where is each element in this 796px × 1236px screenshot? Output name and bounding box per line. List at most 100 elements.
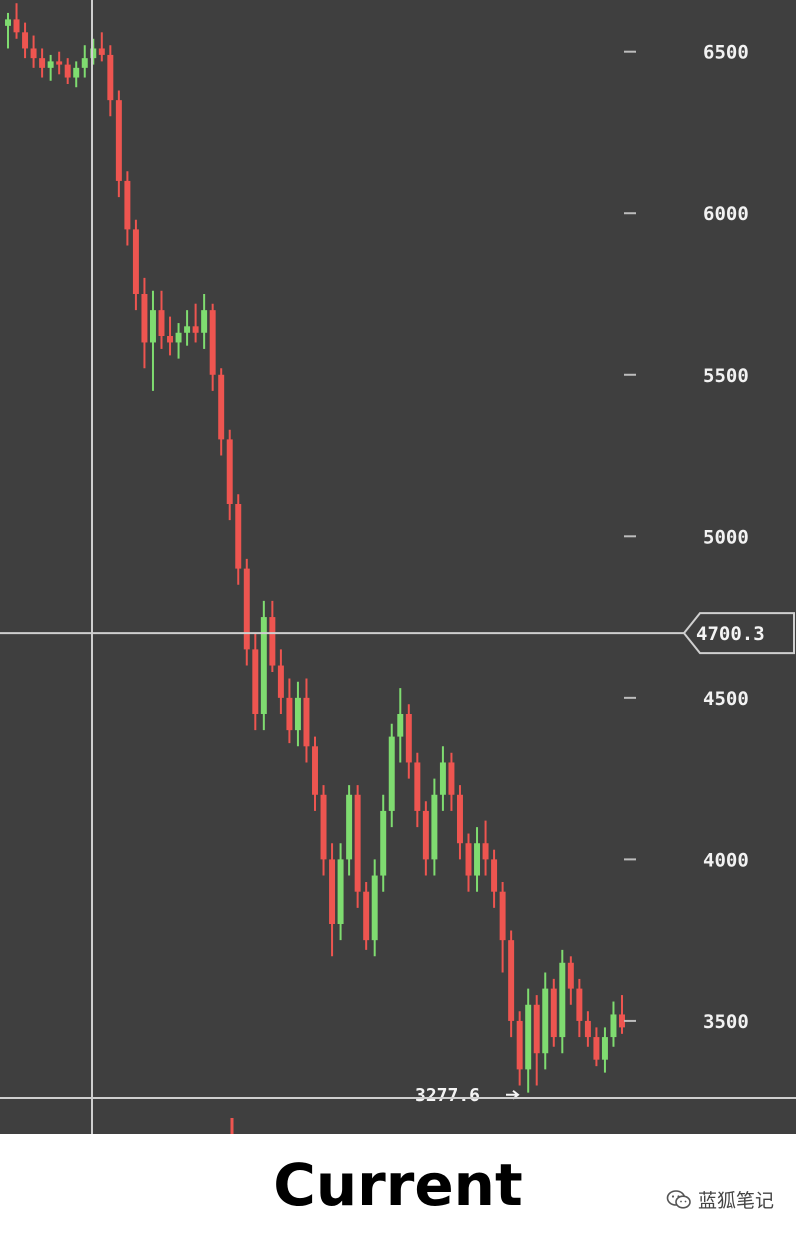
candle-body bbox=[516, 1020, 523, 1070]
candle bbox=[465, 833, 472, 892]
candle bbox=[243, 558, 250, 666]
candle bbox=[414, 752, 421, 828]
y-tick-label: 3500 bbox=[703, 1011, 749, 1033]
y-tick-label: 5000 bbox=[703, 526, 749, 548]
candle bbox=[525, 988, 532, 1093]
candle bbox=[303, 678, 310, 763]
candle-body bbox=[363, 891, 370, 941]
candle bbox=[491, 849, 498, 908]
candle-body bbox=[567, 962, 574, 989]
y-tick-label: 4500 bbox=[703, 688, 749, 710]
candle bbox=[533, 995, 540, 1086]
candle-body bbox=[439, 762, 446, 795]
candle bbox=[124, 171, 131, 246]
candle-body bbox=[380, 810, 387, 876]
candle bbox=[619, 995, 625, 1034]
candle bbox=[320, 785, 327, 876]
candle bbox=[593, 1027, 600, 1067]
chart-panel: 6500 6000 5500 5000 4500 4000 3500 4700.3 3277… bbox=[0, 0, 796, 1134]
y-axis: 6500 6000 5500 5000 4500 4000 3500 bbox=[624, 42, 749, 1033]
candle bbox=[149, 290, 156, 391]
candlestick-chart: 6500 6000 5500 5000 4500 4000 3500 4700.3 3277… bbox=[0, 0, 796, 1134]
candle bbox=[363, 882, 370, 950]
candle bbox=[542, 972, 549, 1070]
candle bbox=[550, 978, 557, 1047]
candle bbox=[64, 58, 71, 84]
candle-body bbox=[388, 736, 395, 811]
candle bbox=[277, 649, 284, 714]
candle bbox=[22, 22, 29, 59]
candle bbox=[422, 801, 429, 876]
wechat-icon bbox=[666, 1189, 692, 1211]
candle bbox=[346, 785, 353, 876]
candle-body bbox=[337, 859, 344, 924]
candle-body bbox=[542, 988, 549, 1054]
candle-body bbox=[601, 1037, 608, 1060]
candle bbox=[431, 778, 438, 876]
candle-body bbox=[260, 617, 267, 714]
candle-body bbox=[132, 229, 139, 294]
candle-body bbox=[141, 294, 148, 343]
candle-body bbox=[619, 1014, 625, 1028]
candle-body bbox=[184, 326, 191, 333]
candle-body bbox=[465, 843, 472, 876]
candle-body bbox=[90, 48, 97, 59]
candle bbox=[158, 290, 165, 349]
candle-body bbox=[550, 988, 557, 1038]
candle bbox=[482, 820, 489, 876]
candle-body bbox=[303, 697, 310, 747]
candle-body bbox=[414, 762, 421, 811]
candle-body bbox=[482, 843, 489, 860]
candle bbox=[439, 746, 446, 811]
watermark: 蓝狐笔记 bbox=[666, 1186, 774, 1213]
candle bbox=[474, 827, 481, 892]
candle bbox=[499, 882, 506, 973]
candle bbox=[184, 310, 191, 346]
candle-body bbox=[576, 988, 583, 1021]
candle-body bbox=[499, 891, 506, 941]
candle bbox=[269, 600, 276, 672]
candle bbox=[218, 368, 225, 456]
y-tick-label: 4000 bbox=[703, 849, 749, 871]
y-tick-label: 6500 bbox=[703, 42, 749, 64]
candle bbox=[5, 12, 11, 49]
candle bbox=[201, 294, 208, 349]
candle bbox=[337, 843, 344, 941]
candle bbox=[312, 736, 318, 811]
annotations: 3277.6 bbox=[0, 1085, 796, 1134]
candle-body bbox=[610, 1014, 617, 1038]
candle-body bbox=[235, 504, 242, 569]
candle bbox=[380, 794, 387, 892]
candle bbox=[252, 633, 259, 731]
low-price-label: 3277.6 bbox=[415, 1085, 480, 1106]
candle-body bbox=[13, 19, 20, 33]
candle-body bbox=[56, 61, 63, 65]
candle bbox=[56, 51, 63, 75]
candle bbox=[354, 785, 361, 908]
candle-body bbox=[371, 875, 378, 941]
candle bbox=[81, 45, 88, 78]
candle-body bbox=[115, 100, 122, 181]
caption: Current bbox=[273, 1151, 523, 1219]
candle-body bbox=[252, 649, 259, 714]
candle bbox=[329, 843, 336, 957]
candle bbox=[584, 1011, 591, 1047]
candle-body bbox=[47, 61, 54, 68]
candle bbox=[39, 48, 46, 78]
candle bbox=[141, 277, 148, 369]
candle-body bbox=[218, 374, 225, 440]
candle-body bbox=[448, 762, 455, 795]
candle-body bbox=[98, 48, 105, 55]
candle-body bbox=[5, 19, 11, 26]
candle-body bbox=[312, 746, 318, 795]
candle-body bbox=[167, 336, 174, 343]
candle bbox=[226, 429, 233, 521]
crosshair: 4700.3 bbox=[0, 0, 795, 1134]
y-tick-label: 5500 bbox=[703, 365, 749, 387]
candle-body bbox=[525, 1004, 532, 1070]
candle-body bbox=[491, 859, 498, 892]
candle bbox=[559, 949, 566, 1054]
candle-body bbox=[192, 326, 199, 333]
candle-body bbox=[124, 180, 131, 230]
candle bbox=[508, 930, 515, 1038]
